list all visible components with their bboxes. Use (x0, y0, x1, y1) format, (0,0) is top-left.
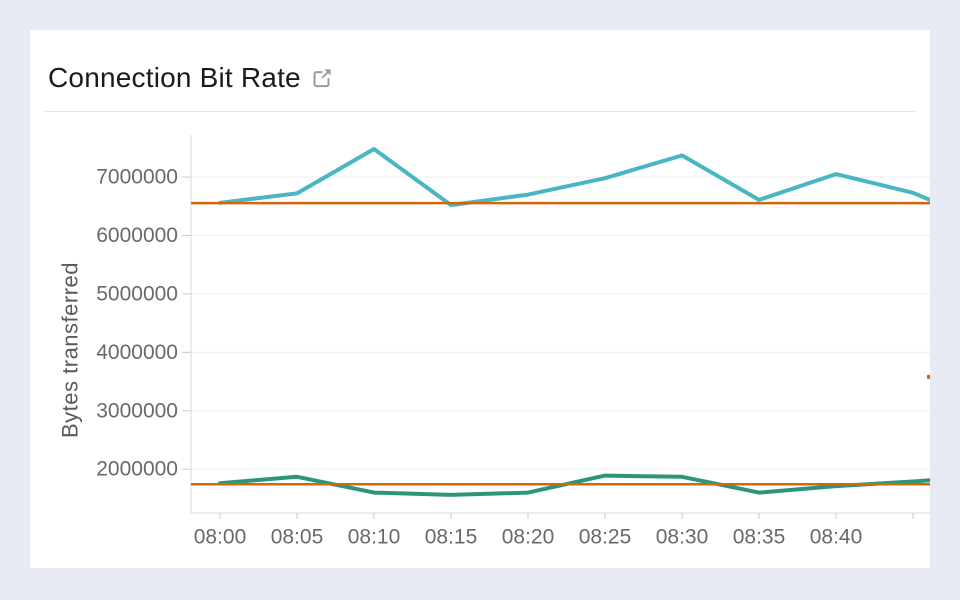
y-tick-label: 6000000 (96, 224, 178, 247)
x-tick-label: 08:30 (656, 526, 709, 549)
chart-title: Connection Bit Rate (48, 61, 301, 93)
x-tick-label: 08:20 (502, 526, 555, 549)
line-chart: 2000000 3000000 4000000 5000000 6000000 70000… (58, 135, 930, 549)
x-tick-label: 08:10 (348, 526, 401, 549)
x-tick-label: 08:15 (425, 526, 478, 549)
x-tick-label: 08:05 (271, 526, 324, 549)
clipped-edge-marker (927, 374, 930, 379)
y-tick-label: 4000000 (96, 341, 178, 364)
y-tick-label: 7000000 (96, 166, 178, 189)
y-tick-label: 2000000 (96, 458, 178, 481)
x-tick-label: 08:00 (194, 526, 247, 549)
header-divider (45, 111, 915, 112)
x-tick-label: 08:40 (810, 526, 863, 549)
chart-card: Connection Bit Rate 2000000 3000000 400000… (30, 30, 930, 568)
series-line-1[interactable] (218, 147, 930, 208)
x-tick-label: 08:25 (579, 526, 632, 549)
chart-container: 2000000 3000000 4000000 5000000 6000000 70000… (30, 135, 930, 568)
external-link-icon[interactable] (312, 67, 333, 88)
x-tick-label: 08:35 (733, 526, 786, 549)
y-axis-title: Bytes transferred (58, 262, 83, 438)
card-header: Connection Bit Rate (30, 30, 930, 111)
y-tick-label: 3000000 (96, 399, 178, 422)
y-tick-label: 5000000 (96, 282, 178, 305)
